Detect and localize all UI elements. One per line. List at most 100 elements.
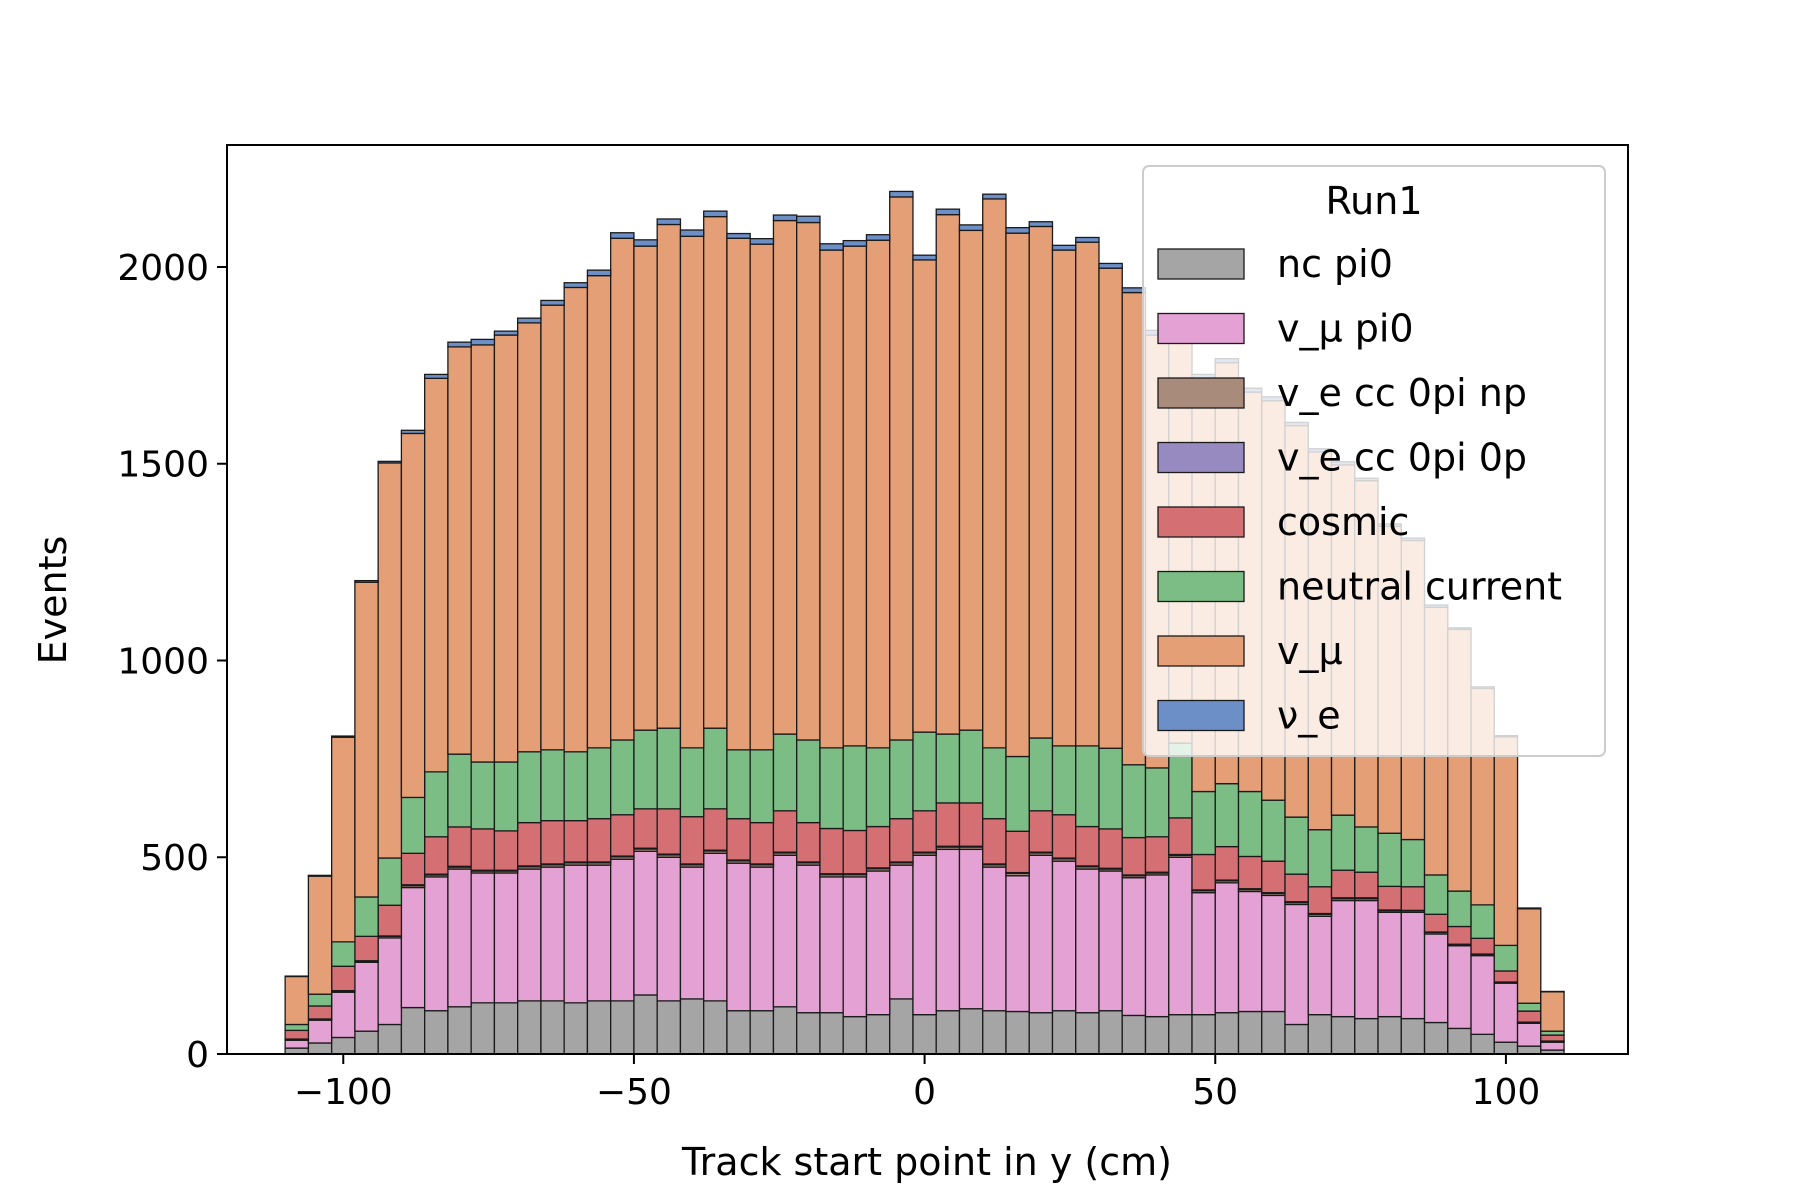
bar — [493, 872, 519, 1004]
bar — [726, 818, 751, 861]
bar — [1516, 1002, 1542, 1012]
bar — [586, 1000, 612, 1055]
bar — [958, 1008, 984, 1055]
bar — [1214, 1012, 1240, 1055]
legend-label: ν_e — [1277, 694, 1341, 738]
bar — [1470, 937, 1495, 955]
bar — [1470, 1033, 1495, 1055]
bar — [563, 864, 589, 1004]
bar — [842, 745, 868, 832]
bar — [540, 299, 565, 306]
bar — [517, 868, 542, 1002]
bar — [586, 747, 612, 820]
bar — [517, 317, 542, 324]
bar — [307, 1042, 333, 1055]
bar — [819, 1012, 844, 1055]
bar — [563, 286, 589, 753]
bar — [563, 820, 589, 863]
bar — [1144, 836, 1170, 873]
bar — [447, 341, 472, 348]
bar — [703, 727, 728, 810]
bar — [1121, 836, 1147, 876]
bar — [1516, 907, 1542, 910]
bar — [1261, 894, 1286, 1013]
x-tick-label: 50 — [1192, 1072, 1238, 1113]
bar — [819, 249, 844, 749]
bar — [656, 727, 682, 810]
legend-swatch — [1157, 570, 1245, 603]
bar — [982, 198, 1007, 749]
bar — [377, 857, 403, 906]
bar — [679, 866, 705, 1000]
bar — [912, 854, 937, 1016]
bar — [1028, 737, 1054, 812]
legend-label: v_e cc 0pi 0p — [1277, 436, 1527, 480]
bar — [889, 818, 914, 863]
bar — [1098, 870, 1123, 1012]
legend: Run1 nc pi0 v_μ pi0 v_e cc 0pi np v_e cc 0p… — [1142, 165, 1606, 757]
bar — [1516, 1010, 1542, 1023]
bar — [796, 221, 821, 741]
bar — [1400, 838, 1426, 888]
bar — [935, 802, 961, 847]
bar — [330, 941, 356, 967]
series-1 — [284, 848, 1565, 1051]
bar — [1237, 890, 1263, 1013]
bar — [1261, 860, 1286, 894]
bar — [1005, 232, 1030, 758]
bar — [354, 896, 379, 937]
bar — [1144, 874, 1170, 1018]
bar — [1377, 885, 1402, 911]
bar — [1051, 249, 1077, 747]
bar — [400, 796, 426, 854]
bar — [796, 215, 821, 224]
bar — [1075, 745, 1100, 828]
bar — [1075, 1012, 1100, 1055]
bar — [865, 239, 891, 749]
bar — [1516, 908, 1542, 1004]
x-tick-label: 0 — [913, 1072, 936, 1113]
bar — [1377, 1015, 1402, 1055]
bar — [633, 729, 658, 810]
bar — [1307, 915, 1333, 1016]
bar — [447, 868, 472, 1008]
bar — [796, 739, 821, 824]
bar — [889, 196, 914, 741]
bar — [772, 1006, 798, 1055]
bar — [842, 1015, 868, 1055]
bar — [1098, 267, 1123, 749]
bar — [772, 214, 798, 222]
bar — [703, 808, 728, 851]
bar — [1028, 854, 1054, 1014]
bar — [796, 864, 821, 1014]
legend-swatch — [1157, 506, 1245, 538]
bar — [1121, 1014, 1147, 1055]
bar — [354, 1030, 379, 1055]
bar — [958, 224, 984, 232]
bar — [1423, 913, 1449, 933]
bar — [1051, 860, 1077, 1012]
x-tick-label: 100 — [1472, 1072, 1541, 1113]
bar — [610, 739, 635, 816]
bar — [1005, 226, 1030, 234]
bar — [982, 866, 1007, 1012]
bar — [1377, 911, 1402, 1018]
legend-swatch — [1157, 699, 1245, 732]
bar — [865, 870, 891, 1016]
bar — [656, 856, 682, 1002]
bar — [865, 234, 891, 241]
bar — [633, 850, 658, 996]
bar — [424, 876, 449, 1012]
bar — [1423, 933, 1449, 1024]
bar — [865, 825, 891, 869]
bar — [540, 304, 565, 751]
bar — [517, 751, 542, 824]
bar — [703, 1000, 728, 1055]
bar — [424, 373, 449, 379]
bar — [1051, 745, 1077, 816]
bar — [772, 733, 798, 812]
bar — [749, 243, 775, 751]
bar — [1284, 816, 1309, 875]
bar — [354, 581, 379, 898]
bar — [1470, 904, 1495, 939]
